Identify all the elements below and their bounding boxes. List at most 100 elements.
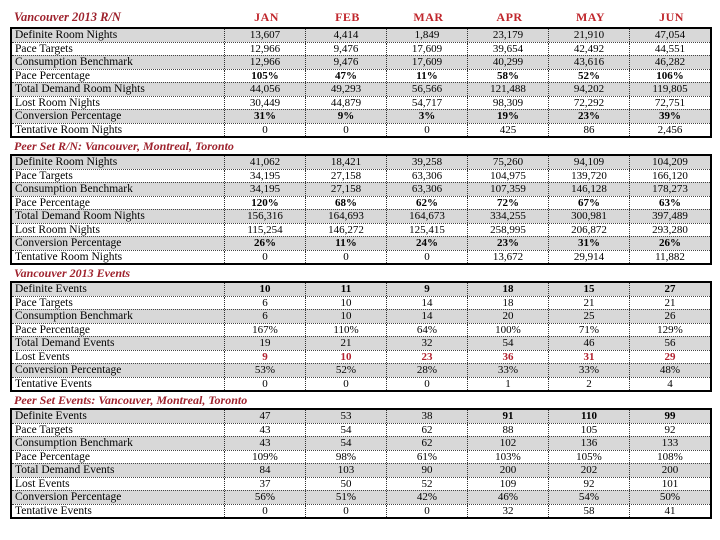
cell-value: 334,255 [467, 210, 548, 223]
cell-value: 167% [224, 323, 305, 336]
cell-value: 26% [629, 237, 710, 250]
row-label: Pace Targets [15, 42, 73, 55]
cell-value: 50% [629, 491, 710, 504]
table-row: Definite Events 10 11 9 18 15 27 [12, 283, 710, 296]
cell-value: 164,673 [386, 210, 467, 223]
table-row: Pace Percentage 167% 110% 64% 100% 71% 129% [12, 322, 710, 336]
cell-value: 21 [548, 296, 629, 309]
cell-value: 52% [548, 69, 629, 82]
cell-value: 0 [305, 377, 386, 390]
cell-value: 27 [629, 283, 710, 296]
row-label: Tentative Events [15, 504, 92, 517]
cell-value: 109% [224, 450, 305, 463]
cell-value: 105% [548, 450, 629, 463]
cell-value: 47,054 [629, 29, 710, 42]
cell-value: 43,616 [548, 56, 629, 69]
cell-value: 42,492 [548, 42, 629, 55]
cell-value: 43 [224, 423, 305, 436]
report-sections: Definite Room Nights 13,607 4,414 1,849 23,1… [10, 27, 712, 519]
month-header: MAR [413, 10, 444, 24]
section-table: Definite Room Nights 41,062 18,421 39,258 75… [10, 154, 712, 265]
cell-value: 32 [386, 337, 467, 350]
cell-value: 23% [548, 110, 629, 123]
cell-value: 36 [467, 350, 548, 363]
cell-value: 21 [305, 337, 386, 350]
row-label: Total Demand Events [15, 337, 115, 349]
section-table: Definite Events 10 11 9 18 15 27 Pace Targets 6 1… [10, 281, 712, 392]
cell-value: 101 [629, 477, 710, 490]
cell-value: 121,488 [467, 83, 548, 96]
cell-value: 47 [224, 410, 305, 423]
cell-value: 41 [629, 504, 710, 517]
cell-value: 110 [548, 410, 629, 423]
cell-value: 56 [629, 337, 710, 350]
table-row: Consumption Benchmark 43 54 62 102 136 133 [12, 436, 710, 450]
month-header: MAY [575, 10, 606, 24]
row-label: Lost Events [15, 477, 70, 490]
cell-value: 10 [224, 283, 305, 296]
row-label: Conversion Percentage [15, 364, 122, 376]
table-row: Pace Percentage 120% 68% 62% 72% 67% 63% [12, 195, 710, 209]
table-row: Consumption Benchmark 34,195 27,158 63,306 1… [12, 182, 710, 196]
cell-value: 13,672 [467, 250, 548, 263]
cell-value: 98,309 [467, 96, 548, 109]
cell-value: 23 [386, 350, 467, 363]
cell-value: 54 [305, 423, 386, 436]
row-label: Tentative Room Nights [15, 250, 123, 263]
cell-value: 71% [548, 323, 629, 336]
table-row: Lost Room Nights 30,449 44,879 54,717 98,309… [12, 95, 710, 109]
cell-value: 63,306 [386, 183, 467, 196]
row-label: Definite Events [15, 283, 87, 295]
cell-value: 51% [305, 491, 386, 504]
table-row: Tentative Room Nights 0 0 0 13,672 29,914 11,8… [12, 249, 710, 263]
table-row: Pace Percentage 105% 47% 11% 58% 52% 106% [12, 68, 710, 82]
cell-value: 37 [224, 477, 305, 490]
cell-value: 103% [467, 450, 548, 463]
table-row: Pace Targets 43 54 62 88 105 92 [12, 422, 710, 436]
table-row: Tentative Events 0 0 0 32 58 41 [12, 503, 710, 517]
cell-value: 72% [467, 196, 548, 209]
table-row: Total Demand Room Nights 44,056 49,293 56,5… [12, 82, 710, 96]
cell-value: 49,293 [305, 83, 386, 96]
cell-value: 11% [386, 69, 467, 82]
row-label: Total Demand Events [15, 464, 115, 476]
table-row: Conversion Percentage 26% 11% 24% 23% 31% 26% [12, 236, 710, 250]
cell-value: 107,359 [467, 183, 548, 196]
cell-value: 0 [305, 504, 386, 517]
cell-value: 42% [386, 491, 467, 504]
cell-value: 31% [224, 110, 305, 123]
row-label: Pace Percentage [15, 450, 91, 463]
cell-value: 109 [467, 477, 548, 490]
cell-value: 10 [305, 296, 386, 309]
cell-value: 91 [467, 410, 548, 423]
pace-report: Vancouver 2013 R/N JAN FEB MAR APR MAY JUN De… [10, 8, 712, 519]
cell-value: 41,062 [224, 156, 305, 169]
cell-value: 54 [305, 437, 386, 450]
row-label: Pace Percentage [15, 323, 91, 336]
cell-value: 129% [629, 323, 710, 336]
cell-value: 46 [548, 337, 629, 350]
cell-value: 18,421 [305, 156, 386, 169]
cell-value: 120% [224, 196, 305, 209]
row-label: Pace Targets [15, 423, 73, 436]
cell-value: 56% [224, 491, 305, 504]
row-label: Conversion Percentage [15, 110, 122, 122]
row-label: Conversion Percentage [15, 491, 122, 503]
cell-value: 20 [467, 310, 548, 323]
report-title-row: Vancouver 2013 R/N JAN FEB MAR APR MAY JUN [10, 8, 712, 27]
cell-value: 94,109 [548, 156, 629, 169]
cell-value: 202 [548, 464, 629, 477]
section-header: Peer Set Events: Vancouver, Montreal, To… [14, 393, 248, 407]
cell-value: 75,260 [467, 156, 548, 169]
section-header: Vancouver 2013 Events [14, 266, 131, 280]
cell-value: 48% [629, 364, 710, 377]
cell-value: 63,306 [386, 169, 467, 182]
cell-value: 62% [386, 196, 467, 209]
row-label: Tentative Events [15, 377, 92, 390]
cell-value: 12,966 [224, 42, 305, 55]
cell-value: 92 [548, 477, 629, 490]
cell-value: 39,258 [386, 156, 467, 169]
table-row: Pace Targets 6 10 14 18 21 21 [12, 295, 710, 309]
report-title: Vancouver 2013 R/N [14, 10, 121, 24]
cell-value: 100% [467, 323, 548, 336]
